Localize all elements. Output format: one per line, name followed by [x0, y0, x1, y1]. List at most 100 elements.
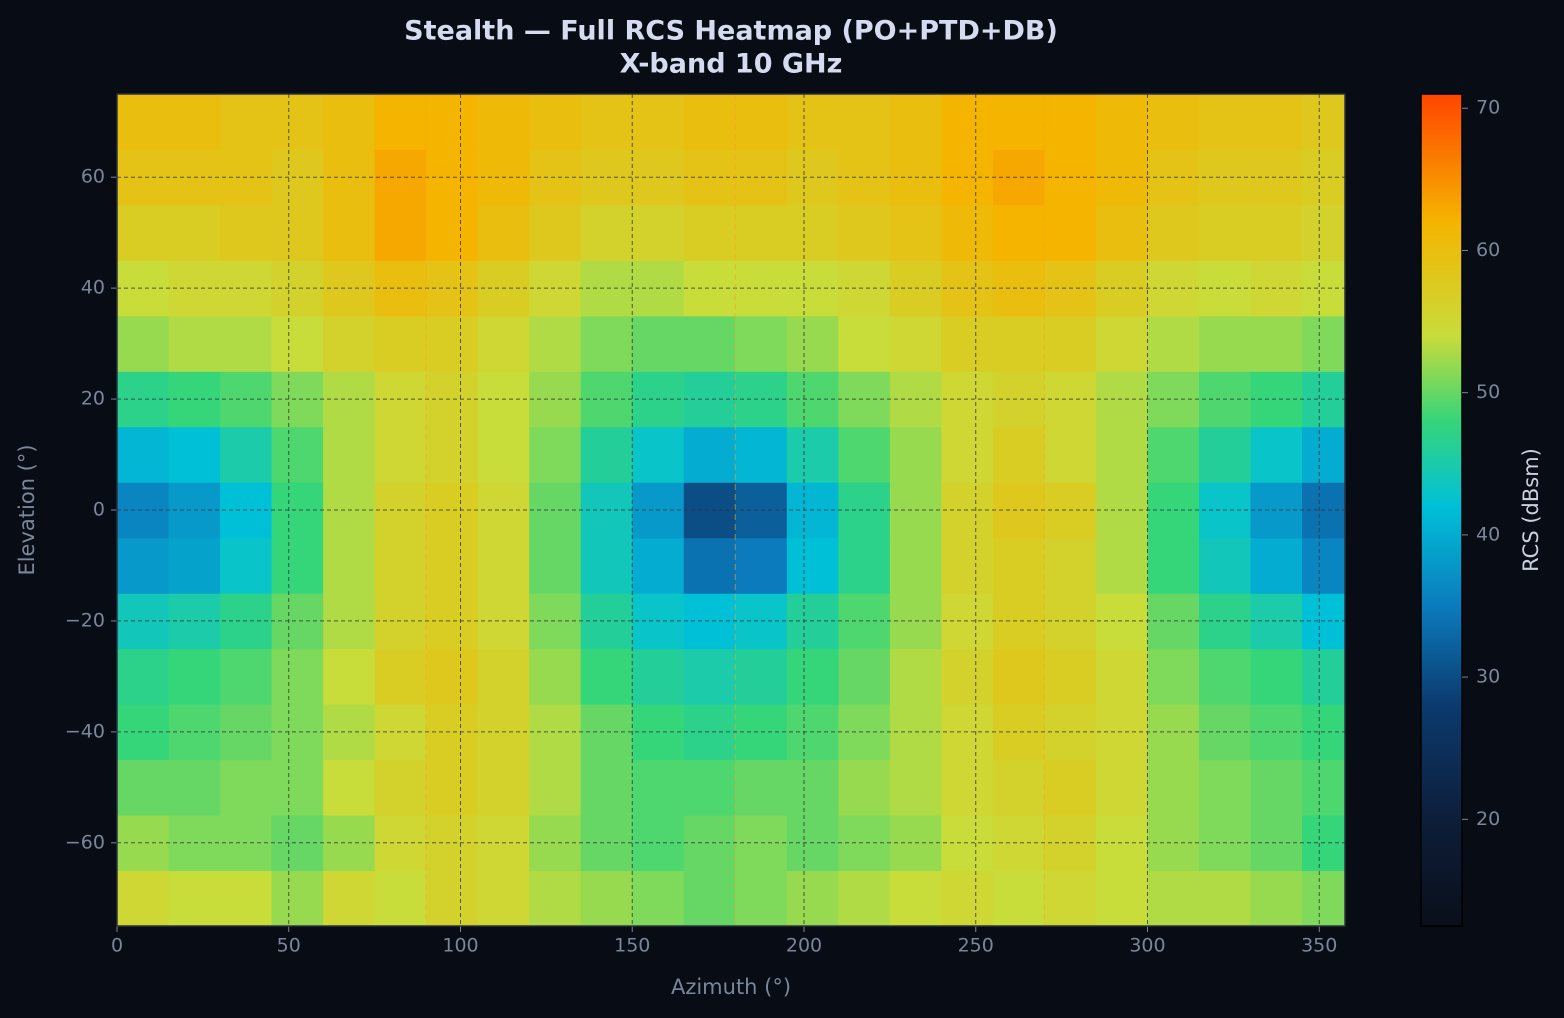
chart-subtitle: X-band 10 GHz: [620, 49, 843, 80]
heatmap-cell: [271, 648, 324, 705]
colorbar-tick-label: 70: [1476, 97, 1500, 119]
heatmap-cell: [580, 648, 633, 705]
heatmap-cell: [477, 94, 530, 150]
heatmap-cell: [1199, 759, 1252, 816]
heatmap-cell: [426, 94, 479, 150]
x-tick-label: 350: [1301, 935, 1337, 957]
colorbar-tick-label: 20: [1476, 808, 1500, 830]
heatmap-cell: [1199, 426, 1252, 483]
heatmap-cell: [426, 204, 479, 261]
heatmap-cell: [580, 870, 633, 927]
heatmap-cell: [117, 537, 170, 594]
heatmap-cell: [838, 870, 891, 927]
heatmap-cell: [1095, 315, 1148, 372]
heatmap-cell: [374, 870, 427, 927]
heatmap-cell: [323, 204, 376, 261]
heatmap-cell: [683, 648, 736, 705]
heatmap-cell: [529, 204, 582, 261]
heatmap-cell: [580, 315, 633, 372]
heatmap-cell: [1199, 537, 1252, 594]
heatmap-cell: [529, 759, 582, 816]
heatmap-cell: [374, 426, 427, 483]
heatmap-cell: [1250, 426, 1303, 483]
x-tick-label: 100: [442, 935, 478, 957]
heatmap-cell: [529, 94, 582, 150]
heatmap-cell: [838, 315, 891, 372]
heatmap-cell: [1095, 759, 1148, 816]
heatmap-cell: [1147, 204, 1200, 261]
heatmap-cell: [477, 426, 530, 483]
heatmap-cell: [941, 537, 994, 594]
heatmap-cell: [1302, 870, 1346, 927]
heatmap-cell: [683, 870, 736, 927]
heatmap-cell: [941, 315, 994, 372]
heatmap-cell: [323, 759, 376, 816]
x-tick-label: 250: [958, 935, 994, 957]
heatmap-cell: [632, 648, 685, 705]
heatmap-cell: [889, 94, 942, 150]
heatmap-cell: [683, 315, 736, 372]
x-tick-label: 50: [277, 935, 301, 957]
heatmap-cell: [992, 759, 1045, 816]
x-tick-label: 0: [111, 935, 123, 957]
heatmap-cell: [529, 870, 582, 927]
heatmap-cell: [1044, 204, 1097, 261]
heatmap-cell: [632, 204, 685, 261]
heatmap-cell: [632, 426, 685, 483]
heatmap-cell: [786, 94, 839, 150]
heatmap-cell: [992, 648, 1045, 705]
heatmap-cell: [941, 870, 994, 927]
heatmap-cell: [992, 537, 1045, 594]
heatmap-cell: [220, 204, 273, 261]
heatmap-cell: [632, 315, 685, 372]
heatmap-cell: [735, 315, 788, 372]
heatmap-cell: [117, 204, 170, 261]
heatmap-cell: [117, 94, 170, 150]
heatmap-cell: [220, 315, 273, 372]
heatmap-cell: [632, 537, 685, 594]
heatmap-cell: [1044, 426, 1097, 483]
heatmap-cell: [1199, 94, 1252, 150]
heatmap-cell: [580, 759, 633, 816]
heatmap-cell: [323, 870, 376, 927]
colorbar-label: RCS (dBsm): [1519, 448, 1543, 572]
heatmap-cell: [889, 204, 942, 261]
heatmap-cell: [426, 648, 479, 705]
heatmap-cell: [1095, 204, 1148, 261]
heatmap-cell: [992, 204, 1045, 261]
heatmap-cell: [1095, 426, 1148, 483]
heatmap-cell: [220, 94, 273, 150]
heatmap-cell: [1044, 648, 1097, 705]
heatmap-cell: [168, 648, 221, 705]
heatmap-cell: [477, 648, 530, 705]
heatmap-cell: [477, 315, 530, 372]
heatmap-cell: [168, 315, 221, 372]
heatmap-cell: [889, 426, 942, 483]
heatmap-cell: [271, 426, 324, 483]
heatmap-cell: [1250, 204, 1303, 261]
heatmap-cell: [735, 537, 788, 594]
heatmap-cell: [735, 204, 788, 261]
heatmap-cell: [374, 204, 427, 261]
heatmap-cell: [1147, 426, 1200, 483]
heatmap-cell: [374, 315, 427, 372]
y-tick-label: 60: [81, 166, 105, 188]
x-axis-label: Azimuth (°): [671, 975, 791, 999]
heatmap-cell: [323, 426, 376, 483]
heatmap-cell: [1199, 870, 1252, 927]
colorbar-tick-label: 60: [1476, 239, 1500, 261]
heatmap-cell: [529, 315, 582, 372]
heatmap-cell: [735, 870, 788, 927]
heatmap-cell: [168, 759, 221, 816]
heatmap-cell: [838, 537, 891, 594]
heatmap-cell: [941, 204, 994, 261]
heatmap-cell: [941, 648, 994, 705]
heatmap-cell: [426, 537, 479, 594]
heatmap-cell: [168, 870, 221, 927]
plot-frame: [116, 93, 1346, 927]
heatmap-cell: [632, 94, 685, 150]
heatmap-cell: [426, 870, 479, 927]
heatmap-cell: [632, 759, 685, 816]
heatmap-cell: [220, 759, 273, 816]
heatmap-cell: [1095, 537, 1148, 594]
